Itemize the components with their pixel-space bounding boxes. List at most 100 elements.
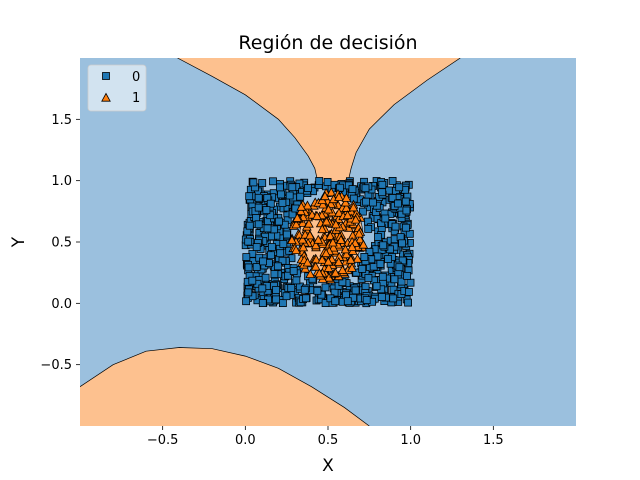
point-class-0 <box>351 286 360 295</box>
point-class-1 <box>296 201 307 211</box>
point-class-0 <box>348 185 357 194</box>
x-tick-label: 0.0 <box>235 433 256 448</box>
point-class-1 <box>345 254 356 264</box>
point-class-0 <box>360 252 369 261</box>
point-class-1 <box>302 257 313 267</box>
point-class-0 <box>275 183 284 192</box>
point-class-0 <box>266 251 275 260</box>
point-class-0 <box>282 230 291 239</box>
point-class-0 <box>288 183 297 192</box>
point-class-1 <box>358 239 369 249</box>
point-class-0 <box>272 285 281 294</box>
point-class-1 <box>330 267 341 277</box>
point-class-1 <box>305 269 316 279</box>
point-class-0 <box>242 297 251 306</box>
point-class-0 <box>244 263 253 272</box>
point-class-0 <box>254 203 263 212</box>
point-class-1 <box>292 212 303 222</box>
point-class-0 <box>275 217 283 226</box>
point-class-1 <box>321 248 331 258</box>
point-class-1 <box>340 197 351 207</box>
point-class-1 <box>302 200 313 210</box>
y-axis-label: Y <box>9 236 29 248</box>
point-class-0 <box>378 188 387 197</box>
point-class-1 <box>310 261 321 271</box>
x-axis-label: X <box>322 456 334 476</box>
point-class-0 <box>262 206 271 215</box>
point-class-0 <box>361 184 370 193</box>
point-class-0 <box>249 178 258 187</box>
point-class-0 <box>388 176 397 185</box>
point-class-0 <box>287 284 296 293</box>
point-class-0 <box>279 239 288 248</box>
point-class-0 <box>362 296 371 305</box>
point-class-0 <box>261 273 270 282</box>
point-class-1 <box>348 202 359 212</box>
point-class-0 <box>358 207 367 216</box>
point-class-1 <box>323 262 334 272</box>
point-class-0 <box>278 199 287 207</box>
region-class-1-lower-left-lobe <box>80 347 370 426</box>
legend-marker-0 <box>102 72 110 80</box>
point-class-1 <box>336 234 346 244</box>
point-class-0 <box>372 282 381 291</box>
point-class-0 <box>364 273 373 282</box>
point-class-0 <box>317 290 326 299</box>
point-class-1 <box>305 230 315 240</box>
point-class-0 <box>242 253 251 262</box>
axes: −0.5 0.0 0.5 1.0 1.5 −0.5 0.0 0.5 1.0 1.5 <box>40 113 503 448</box>
point-class-0 <box>391 222 400 231</box>
legend-label-1: 1 <box>132 91 140 106</box>
point-class-1 <box>350 214 361 224</box>
point-class-0 <box>276 249 285 258</box>
point-class-0 <box>369 262 378 271</box>
point-class-0 <box>304 184 312 193</box>
point-class-1 <box>323 204 334 214</box>
point-class-1 <box>323 256 334 266</box>
point-class-1 <box>296 206 306 216</box>
point-class-0 <box>252 263 261 272</box>
plot-area <box>80 58 576 426</box>
point-class-0 <box>259 257 268 266</box>
point-class-0 <box>377 293 386 302</box>
point-class-0 <box>245 192 254 201</box>
point-class-0 <box>378 272 387 281</box>
point-class-1 <box>355 234 365 244</box>
point-class-1 <box>326 187 337 197</box>
point-class-0 <box>277 190 286 199</box>
point-class-0 <box>374 233 382 242</box>
point-class-0 <box>388 194 397 202</box>
point-class-0 <box>254 193 263 202</box>
point-class-0 <box>398 239 407 248</box>
point-class-1 <box>342 210 353 220</box>
point-class-0 <box>335 183 344 192</box>
point-class-0 <box>401 223 410 232</box>
point-class-1 <box>313 234 324 244</box>
point-class-1 <box>352 253 363 263</box>
point-class-0 <box>258 284 267 293</box>
point-class-1 <box>297 234 308 244</box>
decision-boundary-lower-left-lobe <box>80 347 370 426</box>
point-class-0 <box>273 262 282 271</box>
point-class-0 <box>258 299 267 308</box>
point-class-0 <box>267 243 276 251</box>
y-tick-label: −0.5 <box>40 358 72 373</box>
point-class-0 <box>323 177 332 186</box>
point-class-1 <box>325 230 336 240</box>
point-class-0 <box>404 298 413 307</box>
legend-label-0: 0 <box>132 70 140 85</box>
point-class-1 <box>291 245 301 255</box>
point-class-0 <box>245 221 254 230</box>
point-class-1 <box>347 262 357 272</box>
point-class-0 <box>379 241 388 250</box>
point-class-0 <box>358 264 367 273</box>
point-class-0 <box>362 197 370 206</box>
point-class-0 <box>389 294 398 303</box>
point-class-0 <box>406 278 415 287</box>
point-class-0 <box>403 271 412 280</box>
point-class-1 <box>337 264 348 274</box>
point-class-0 <box>330 288 339 297</box>
point-class-0 <box>272 295 281 304</box>
point-class-0 <box>269 177 277 186</box>
point-class-0 <box>376 259 385 268</box>
